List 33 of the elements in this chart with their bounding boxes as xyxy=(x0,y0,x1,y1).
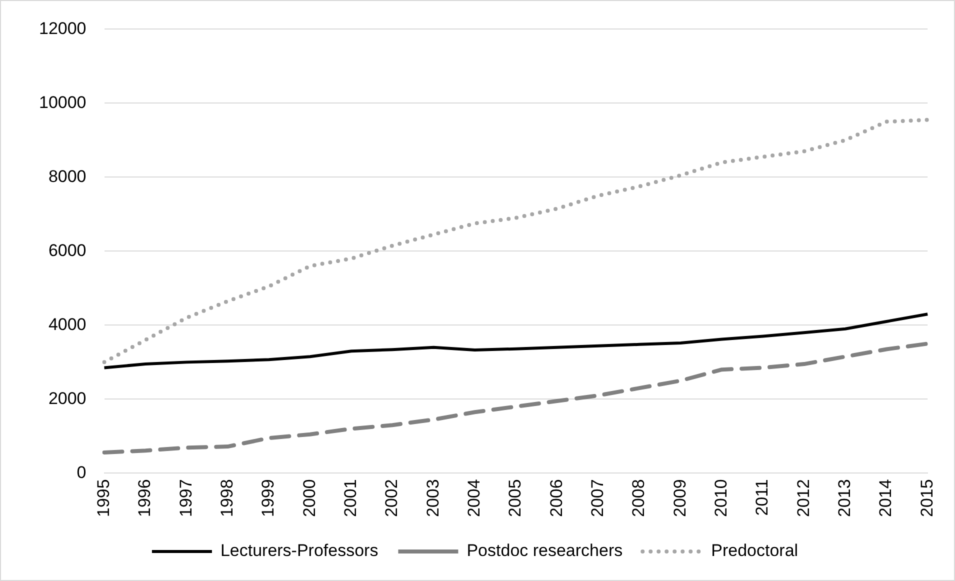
x-tick-label: 2003 xyxy=(423,479,442,518)
y-tick-label: 0 xyxy=(76,462,86,482)
x-tick-label: 1997 xyxy=(176,479,196,518)
x-tick-label: 2009 xyxy=(670,479,690,518)
y-tick-label: 12000 xyxy=(38,18,86,38)
x-tick-label: 2010 xyxy=(711,479,730,518)
y-tick-label: 2000 xyxy=(48,388,86,408)
legend-label: Lecturers-Professors xyxy=(220,541,378,560)
x-tick-label: 2011 xyxy=(752,479,772,516)
y-tick-label: 4000 xyxy=(48,314,86,334)
x-tick-label: 2008 xyxy=(629,479,648,518)
x-tick-label: 2000 xyxy=(300,479,319,518)
x-tick-label: 1998 xyxy=(217,479,236,518)
line-series xyxy=(102,342,930,454)
x-tick-label: 2014 xyxy=(876,479,896,518)
y-tick-label: 6000 xyxy=(48,240,86,260)
x-tick-label: 1995 xyxy=(94,479,113,518)
line-series xyxy=(102,118,930,364)
x-tick-label: 2005 xyxy=(506,479,525,518)
y-tick-label: 10000 xyxy=(38,92,86,112)
x-tick-label: 1999 xyxy=(258,479,278,518)
x-tick-label: 2015 xyxy=(917,479,936,518)
x-tick-label: 2007 xyxy=(588,479,607,518)
x-tick-label: 2006 xyxy=(546,479,566,518)
legend-label: Postdoc researchers xyxy=(466,541,623,560)
x-tick-label: 2001 xyxy=(340,479,360,518)
x-tick-label: 1996 xyxy=(135,479,154,518)
x-tick-label: 2002 xyxy=(382,479,402,518)
y-tick-label: 8000 xyxy=(48,166,86,186)
x-tick-label: 2013 xyxy=(834,479,854,518)
legend-label: Predoctoral xyxy=(711,541,798,560)
x-tick-label: 2012 xyxy=(794,479,813,518)
x-tick-label: 2004 xyxy=(464,479,484,518)
